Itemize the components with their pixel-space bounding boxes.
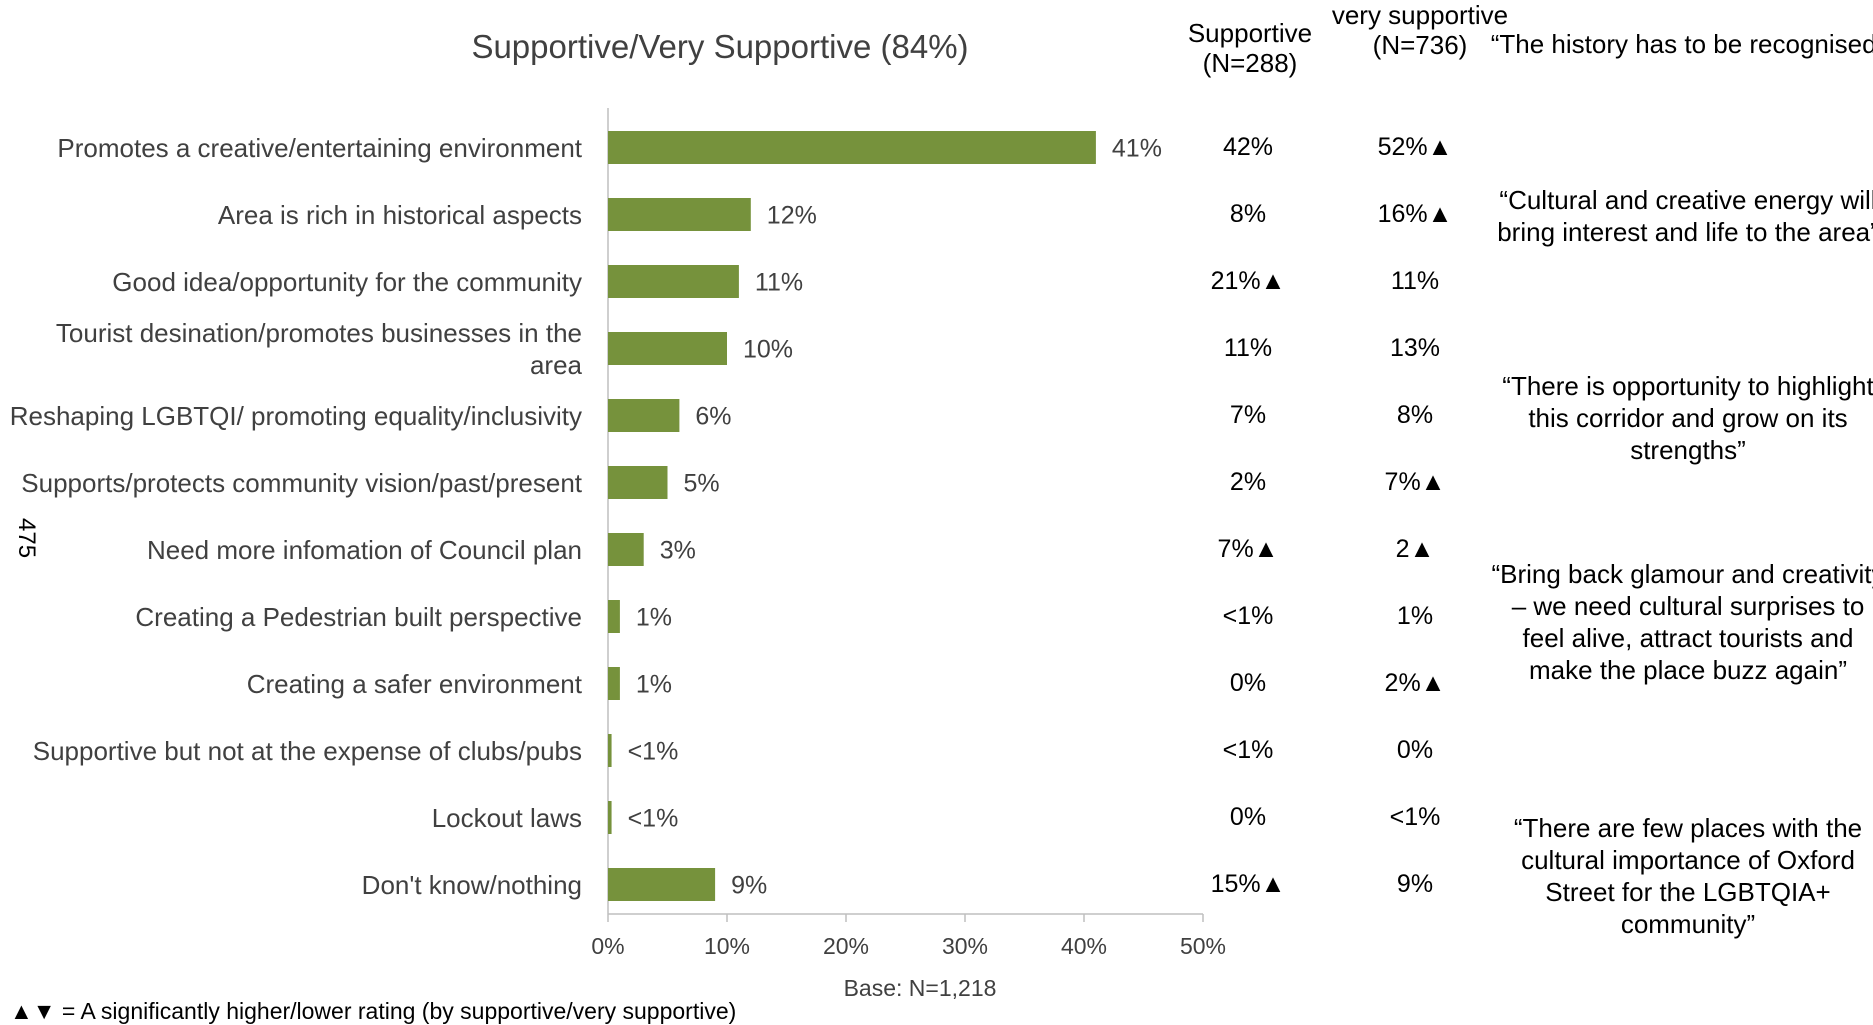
supportive-value: 21%▲ xyxy=(1210,266,1286,295)
quote-1: “The history has to be recognised” xyxy=(1490,29,1873,59)
bar-value-label: 9% xyxy=(731,872,767,900)
supportive-value: <1% xyxy=(1222,735,1274,764)
category-label: Need more infomation of Council plan xyxy=(146,534,582,565)
bar xyxy=(608,332,727,365)
very-supportive-value: 11% xyxy=(1390,266,1440,295)
category-label: Don't know/nothing xyxy=(361,869,582,900)
very-supportive-value: 52%▲ xyxy=(1377,132,1453,161)
bar xyxy=(608,801,612,834)
bar xyxy=(608,198,751,231)
bar xyxy=(608,667,620,700)
side-label: 475 xyxy=(13,518,40,559)
very-supportive-value: <1% xyxy=(1389,802,1441,831)
very-supportive-value: 2%▲ xyxy=(1384,668,1446,697)
bar xyxy=(608,399,680,432)
supportive-value: 0% xyxy=(1229,802,1267,831)
category-label: Tourist desination/promotes businesses i… xyxy=(55,317,582,380)
chart-title: Supportive/Very Supportive (84%) xyxy=(471,28,969,65)
supportive-value: 15%▲ xyxy=(1210,869,1286,898)
bar xyxy=(608,868,716,901)
x-tick-label: 40% xyxy=(1061,933,1107,959)
bar xyxy=(608,466,668,499)
category-label: Supportive but not at the expense of clu… xyxy=(32,735,582,766)
category-label: Supports/protects community vision/past/… xyxy=(21,467,582,498)
x-tick-label: 20% xyxy=(823,933,869,959)
very-supportive-value: 2▲ xyxy=(1395,534,1435,563)
bar xyxy=(608,600,620,633)
bar xyxy=(608,734,612,767)
category-label: Creating a safer environment xyxy=(246,668,582,699)
bar-value-label: 41% xyxy=(1112,135,1162,163)
bar-value-label: 10% xyxy=(743,336,793,364)
supportive-value: <1% xyxy=(1222,601,1274,630)
base-label: Base: N=1,218 xyxy=(843,975,997,1001)
bar-value-label: 11% xyxy=(755,269,803,297)
bar-value-label: 6% xyxy=(695,403,731,431)
bar-value-label: 1% xyxy=(636,671,672,699)
bar xyxy=(608,131,1096,164)
bar xyxy=(608,533,644,566)
very-supportive-value: 1% xyxy=(1396,601,1434,630)
bar-value-label: 1% xyxy=(636,604,672,632)
quote-5: “There are few places with the cultural … xyxy=(1513,813,1863,939)
supportive-value: 11% xyxy=(1223,333,1273,362)
bar-value-label: <1% xyxy=(628,805,679,833)
category-label: Lockout laws xyxy=(431,802,582,833)
bar-value-label: 3% xyxy=(660,537,696,565)
very-supportive-value: 0% xyxy=(1396,735,1434,764)
bar-value-label: 12% xyxy=(767,202,817,230)
supportive-value: 42% xyxy=(1222,132,1274,161)
x-tick-label: 10% xyxy=(704,933,750,959)
x-tick-label: 50% xyxy=(1180,933,1226,959)
supportive-column-header: Supportive (N=288) xyxy=(1187,18,1313,78)
category-label: Creating a Pedestrian built perspective xyxy=(135,601,582,632)
very-supportive-value: 9% xyxy=(1396,869,1434,898)
bar-value-label: <1% xyxy=(628,738,679,766)
category-label: Promotes a creative/entertaining environ… xyxy=(57,132,582,163)
supportive-value: 0% xyxy=(1229,668,1267,697)
supportive-value: 7% xyxy=(1229,400,1267,429)
supportive-value: 2% xyxy=(1229,467,1267,496)
very-supportive-value: 7%▲ xyxy=(1384,467,1446,496)
very-supportive-value: 16%▲ xyxy=(1377,199,1453,228)
supportive-value: 7%▲ xyxy=(1217,534,1279,563)
bar xyxy=(608,265,739,298)
quote-2: “Cultural and creative energy will bring… xyxy=(1497,185,1873,247)
footnote: ▲▼ = A significantly higher/lower rating… xyxy=(10,998,737,1024)
x-tick-label: 0% xyxy=(591,933,624,959)
very-supportive-column-header: very supportive (N=736) xyxy=(1331,0,1509,60)
category-label: Area is rich in historical aspects xyxy=(217,199,582,230)
supportive-value: 8% xyxy=(1229,199,1267,228)
category-label: Good idea/opportunity for the community xyxy=(112,266,582,297)
very-supportive-value: 13% xyxy=(1389,333,1441,362)
category-label: Reshaping LGBTQI/ promoting equality/inc… xyxy=(9,400,582,431)
very-supportive-value: 8% xyxy=(1396,400,1434,429)
x-tick-label: 30% xyxy=(942,933,988,959)
bar-value-label: 5% xyxy=(684,470,720,498)
quote-4: “Bring back glamour and creativity – we … xyxy=(1491,559,1873,685)
quote-3: “There is opportunity to highlight this … xyxy=(1502,371,1873,465)
